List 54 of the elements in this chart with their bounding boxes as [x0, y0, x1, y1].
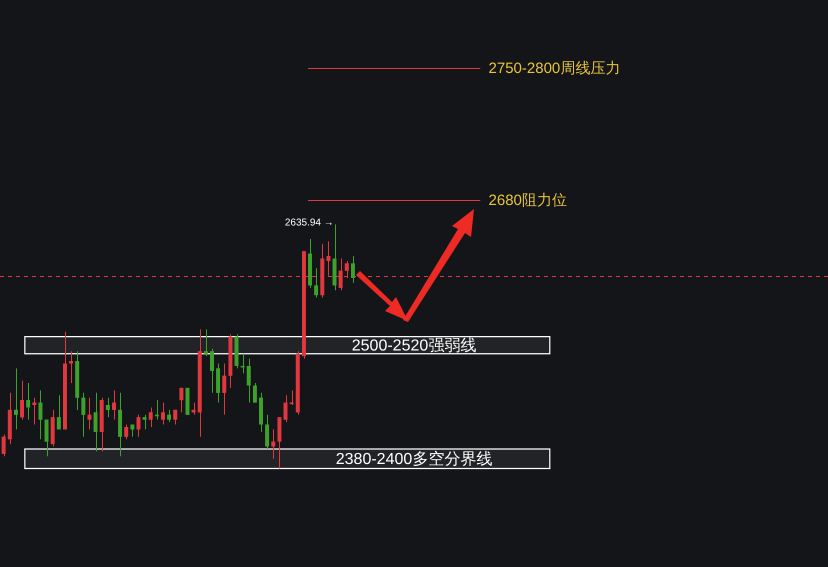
candlestick: [88, 397, 92, 430]
candlestick: [222, 363, 226, 416]
candlestick: [81, 392, 86, 438]
candlestick: [69, 350, 73, 384]
candlestick: [75, 350, 80, 410]
candlestick: [204, 328, 208, 357]
candlestick: [26, 382, 30, 420]
candlestick: [259, 392, 263, 432]
candlestick: [161, 402, 165, 426]
candlestick: [130, 424, 134, 438]
candlestick: [246, 358, 251, 404]
candlestick: [20, 380, 24, 420]
candlestick: [94, 392, 98, 452]
candlestick: [112, 390, 116, 420]
candlestick: [277, 416, 282, 469]
candlestick: [351, 256, 355, 284]
candlestick: [2, 434, 6, 457]
candlestick: [308, 238, 312, 288]
candlestick: [32, 397, 36, 426]
band-label: 2380-2400多空分界线: [336, 450, 492, 468]
candlestick: [198, 328, 202, 438]
candlestick: [228, 334, 232, 388]
candlestick: [100, 397, 104, 452]
candlestick: [14, 368, 18, 430]
candlestick: [167, 409, 172, 423]
candlestick: [296, 350, 300, 416]
candlestick: [271, 428, 276, 460]
candlestick: [142, 414, 146, 430]
candlestick: [148, 406, 153, 428]
candlestick: [173, 409, 178, 426]
candlestick: [284, 394, 288, 423]
ref-line-label: 2680阻力位: [488, 192, 567, 210]
candlestick: [106, 397, 110, 418]
candlestick: [8, 392, 12, 445]
candlestick: [186, 387, 190, 416]
candlestick: [124, 424, 128, 440]
candlestick: [192, 402, 196, 416]
ref-line-label: 2750-2800周线压力: [488, 60, 620, 78]
candlestick: [179, 387, 184, 413]
candlestick: [314, 268, 318, 298]
band-label: 2500-2520强弱线: [352, 336, 476, 355]
candlestick: [332, 224, 336, 291]
candlestick: [63, 331, 67, 430]
candlestick: [50, 409, 55, 448]
candlestick: [56, 394, 61, 430]
candlestick: [118, 392, 122, 457]
candlestick: [136, 414, 140, 438]
candlestick: [210, 348, 214, 394]
candlestick: [216, 363, 220, 404]
candlestick: [265, 414, 270, 450]
candlestick: [234, 334, 238, 369]
candlestick: [44, 419, 48, 457]
candlestick: [38, 390, 42, 440]
annotation: 2635.94 →: [284, 218, 334, 229]
